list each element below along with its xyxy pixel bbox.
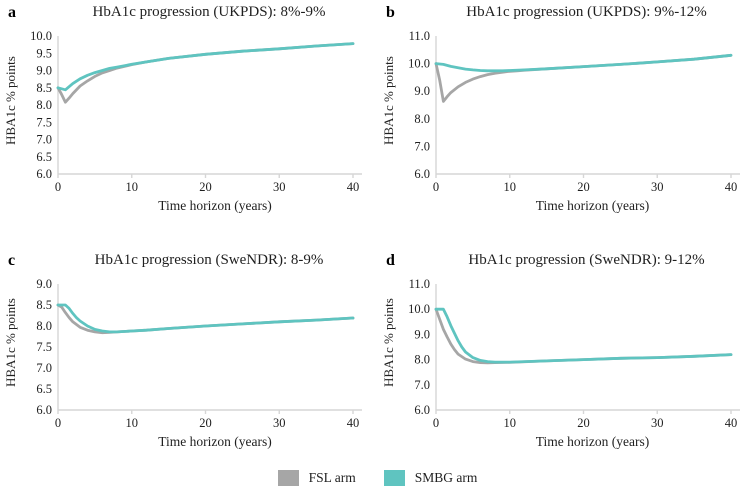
panel-letter-a: a	[8, 4, 16, 21]
svg-text:8.0: 8.0	[414, 112, 430, 126]
panel-d-header: d HbA1c progression (SweNDR): 9-12%	[378, 252, 755, 276]
svg-text:6.0: 6.0	[414, 167, 430, 181]
svg-text:8.5: 8.5	[36, 81, 52, 95]
panel-b: b HbA1c progression (UKPDS): 9%-12% HBA1…	[378, 0, 755, 248]
panel-c: c HbA1c progression (SweNDR): 8-9% HBA1c…	[0, 248, 378, 460]
svg-text:9.0: 9.0	[36, 277, 52, 291]
panel-a-body: HBA1c % points 0 10 20 30 40 6.0 6.5 7.0 7.5 8.0 8…	[0, 28, 378, 200]
panel-letter-d: d	[386, 252, 395, 269]
svg-text:9.0: 9.0	[414, 84, 430, 98]
svg-text:20: 20	[199, 180, 212, 194]
panel-title-b: HbA1c progression (UKPDS): 9%-12%	[466, 4, 707, 20]
panel-letter-b: b	[386, 4, 395, 21]
svg-text:6.0: 6.0	[414, 403, 430, 417]
svg-text:7.0: 7.0	[36, 361, 52, 375]
line-chart-b: 0 10 20 30 40 6.0 7.0 8.0 9.0 10.0 11.0	[408, 29, 740, 194]
svg-text:7.0: 7.0	[36, 133, 52, 147]
svg-text:30: 30	[651, 180, 664, 194]
svg-text:30: 30	[651, 416, 664, 430]
x-axis-title-a: Time horizon (years)	[158, 198, 272, 213]
fsl-arm-color-swatch	[277, 469, 299, 486]
svg-text:6.5: 6.5	[36, 150, 52, 164]
svg-text:0: 0	[55, 180, 61, 194]
svg-text:40: 40	[347, 416, 360, 430]
svg-text:9.0: 9.0	[36, 64, 52, 78]
svg-text:40: 40	[347, 180, 360, 194]
panel-b-body: HBA1c % points 0 10 20 30 40 6.0 7.0 8.0 9.0 10.0…	[378, 28, 755, 200]
panel-d-body: HBA1c % points 0 10 20 30 40 6.0 7.0 8.0 9.0 10.0…	[378, 276, 755, 436]
svg-text:6.5: 6.5	[36, 382, 52, 396]
panel-c-header: c HbA1c progression (SweNDR): 8-9%	[0, 252, 378, 276]
y-axis-title-a: HBA1c % points	[3, 56, 18, 146]
y-axis-title-d: HBA1c % points	[381, 298, 396, 388]
line-chart-d: 0 10 20 30 40 6.0 7.0 8.0 9.0 10.0 11.0	[408, 277, 740, 430]
svg-text:9.5: 9.5	[36, 46, 52, 60]
svg-text:9.0: 9.0	[414, 327, 430, 341]
svg-text:30: 30	[273, 180, 286, 194]
panel-grid: a HbA1c progression (UKPDS): 8%-9% HBA1c…	[0, 0, 755, 460]
svg-text:10: 10	[126, 180, 139, 194]
line-chart-a: 0 10 20 30 40 6.0 6.5 7.0 7.5 8.0 8.5 9.0 9.5 10.0	[30, 29, 362, 194]
panel-c-body: HBA1c % points 0 10 20 30 40 6.0 6.5 7.0 7.5 8.0 8…	[0, 276, 378, 436]
panel-title-c: HbA1c progression (SweNDR): 8-9%	[94, 252, 324, 268]
svg-text:8.0: 8.0	[36, 98, 52, 112]
svg-text:0: 0	[433, 180, 439, 194]
legend-item-fsl-arm: FSL arm	[277, 469, 356, 486]
line-chart-c: 0 10 20 30 40 6.0 6.5 7.0 7.5 8.0 8.5 9.0	[36, 277, 362, 430]
legend: FSL arm SMBG arm	[0, 460, 755, 495]
smbg-arm-color-swatch	[383, 469, 405, 486]
svg-text:40: 40	[725, 416, 738, 430]
panel-a-header: a HbA1c progression (UKPDS): 8%-9%	[0, 4, 378, 28]
x-axis-title-b: Time horizon (years)	[535, 198, 650, 213]
svg-text:11.0: 11.0	[409, 277, 430, 291]
svg-text:7.5: 7.5	[36, 115, 52, 129]
svg-text:10.0: 10.0	[408, 57, 430, 71]
svg-text:10.0: 10.0	[30, 29, 52, 43]
svg-text:20: 20	[199, 416, 212, 430]
svg-text:10: 10	[504, 180, 517, 194]
fsl-arm-legend-label: FSL arm	[308, 469, 356, 485]
svg-text:10: 10	[504, 416, 517, 430]
svg-text:7.0: 7.0	[414, 139, 430, 153]
svg-text:0: 0	[55, 416, 61, 430]
svg-text:8.0: 8.0	[414, 353, 430, 367]
x-axis-title-c: Time horizon (years)	[158, 434, 272, 449]
svg-text:6.0: 6.0	[36, 167, 52, 181]
svg-text:30: 30	[273, 416, 286, 430]
panel-title-d: HbA1c progression (SweNDR): 9-12%	[468, 252, 705, 268]
svg-text:11.0: 11.0	[409, 29, 430, 43]
svg-text:8.5: 8.5	[36, 298, 52, 312]
panel-a: a HbA1c progression (UKPDS): 8%-9% HBA1c…	[0, 0, 378, 248]
panel-title-a: HbA1c progression (UKPDS): 8%-9%	[92, 4, 326, 20]
svg-text:10: 10	[126, 416, 139, 430]
svg-text:10.0: 10.0	[408, 302, 430, 316]
svg-text:8.0: 8.0	[36, 319, 52, 333]
x-axis-title-d: Time horizon (years)	[535, 434, 650, 449]
y-axis-title-b: HBA1c % points	[381, 56, 396, 146]
svg-text:6.0: 6.0	[36, 403, 52, 417]
panel-letter-c: c	[8, 252, 16, 269]
svg-text:7.5: 7.5	[36, 340, 52, 354]
svg-text:20: 20	[577, 180, 590, 194]
svg-text:20: 20	[577, 416, 590, 430]
svg-text:40: 40	[725, 180, 738, 194]
y-axis-title-c: HBA1c % points	[3, 298, 18, 388]
smbg-arm-legend-label: SMBG arm	[414, 469, 478, 485]
panel-d: d HbA1c progression (SweNDR): 9-12% HBA1…	[378, 248, 755, 460]
legend-item-smbg-arm: SMBG arm	[383, 469, 478, 486]
svg-text:0: 0	[433, 416, 439, 430]
svg-text:7.0: 7.0	[414, 378, 430, 392]
panel-b-header: b HbA1c progression (UKPDS): 9%-12%	[378, 4, 755, 28]
